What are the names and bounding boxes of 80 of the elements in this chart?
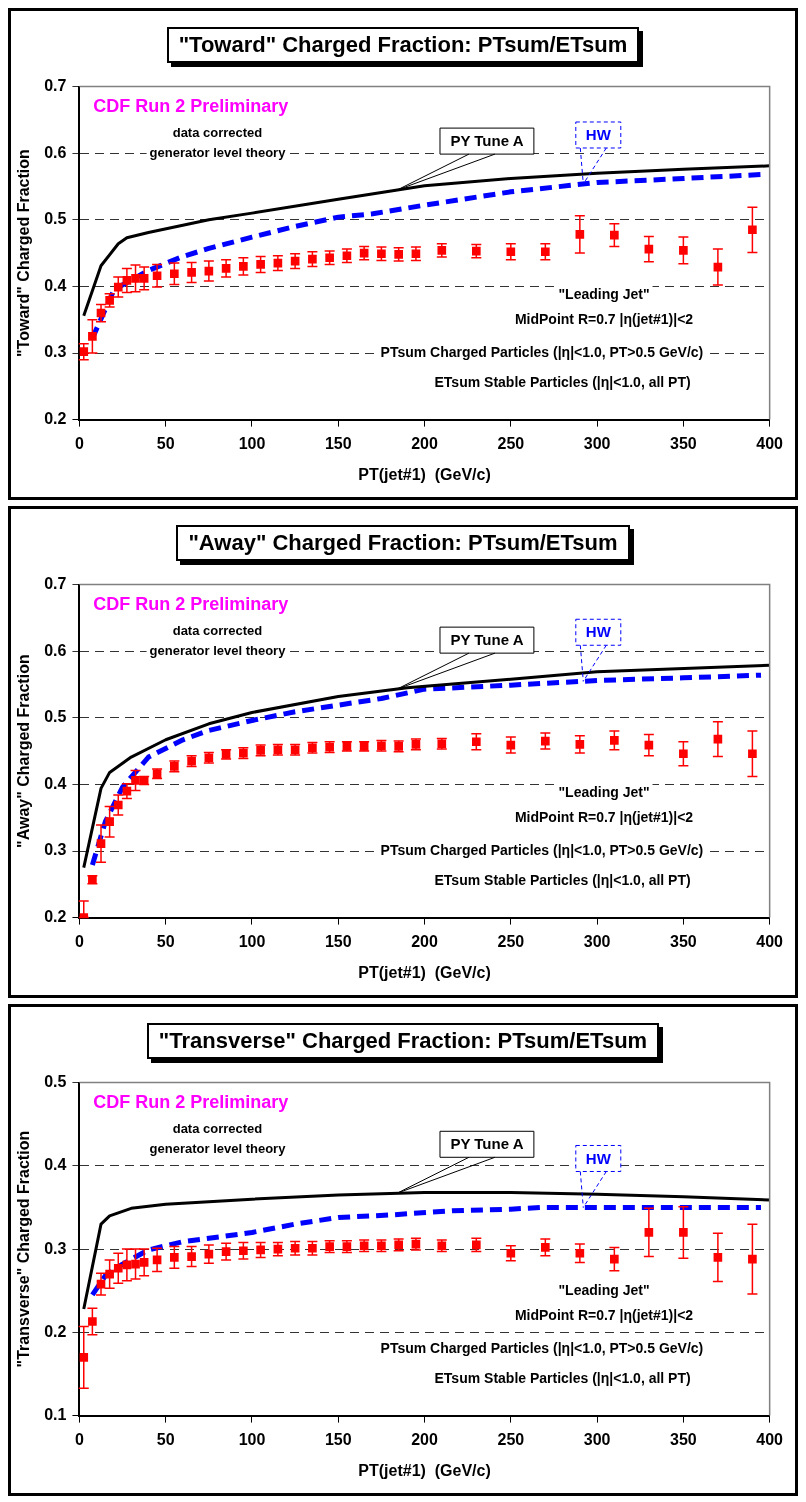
x-tick-label: 250: [497, 932, 525, 950]
x-tick-label: 50: [156, 932, 175, 950]
annotation: "Leading Jet": [558, 285, 650, 302]
annotation: MidPoint R=0.7 |η(jet#1)|<2: [514, 1306, 694, 1323]
x-tick-label: 0: [74, 434, 84, 452]
annotation: CDF Run 2 Preliminary: [93, 1091, 289, 1112]
y-tick-label: 0.2: [44, 908, 67, 926]
x-tick-label: 350: [670, 434, 697, 452]
x-tick-label: 50: [156, 434, 175, 452]
chart-title: "Away" Charged Fraction: PTsum/ETsum: [176, 525, 630, 561]
text: HW: [585, 623, 612, 641]
x-tick-label: 200: [411, 932, 438, 950]
text: HW: [585, 1149, 612, 1167]
annotation: PTsum Charged Particles (|η|<1.0, PT>0.5 GeV/c): [380, 1339, 704, 1356]
x-tick-label: 150: [324, 932, 352, 950]
y-tick-label: 0.6: [44, 641, 67, 659]
x-tick-label: 300: [583, 434, 611, 452]
y-tick-label: 0.6: [44, 143, 67, 161]
annotation: data corrected: [172, 1120, 263, 1136]
x-tick-label: 350: [670, 932, 697, 950]
annotation: generator level theory: [149, 642, 287, 658]
annotation: ETsum Stable Particles (|η|<1.0, all PT): [434, 1369, 691, 1386]
x-tick-label: 250: [497, 434, 525, 452]
annotation: PTsum Charged Particles (|η|<1.0, PT>0.5 GeV/c): [380, 841, 704, 858]
y-tick-label: 0.4: [44, 774, 67, 792]
y-tick-label: 0.3: [44, 841, 67, 859]
y-axis-title: "Transverse" Charged Fraction: [15, 1130, 33, 1368]
annotation: "Leading Jet": [558, 1281, 650, 1298]
x-tick-label: 400: [756, 1430, 784, 1448]
x-tick-label: 250: [497, 1430, 525, 1448]
x-tick-label: 0: [74, 1430, 84, 1448]
x-tick-label: 150: [324, 434, 352, 452]
x-tick-label: 100: [238, 434, 266, 452]
x-tick-label: 100: [238, 1430, 266, 1448]
y-axis-title: "Away" Charged Fraction: [15, 654, 33, 848]
x-tick-label: 200: [411, 434, 438, 452]
annotation: ETsum Stable Particles (|η|<1.0, all PT): [434, 373, 691, 390]
annotation: CDF Run 2 Preliminary: [93, 593, 289, 614]
text: HW: [585, 126, 612, 144]
annotation: CDF Run 2 Preliminary: [93, 95, 289, 116]
annotation: MidPoint R=0.7 |η(jet#1)|<2: [514, 310, 694, 327]
x-tick-label: 100: [238, 932, 266, 950]
series-label: PY Tune A: [450, 631, 524, 649]
y-axis-title: "Toward" Charged Fraction: [15, 149, 33, 357]
x-tick-label: 50: [156, 1430, 175, 1448]
annotation: PTsum Charged Particles (|η|<1.0, PT>0.5 GeV/c): [380, 343, 704, 360]
y-tick-label: 0.4: [44, 276, 67, 294]
x-tick-label: 400: [756, 932, 784, 950]
x-tick-label: 400: [756, 434, 784, 452]
x-axis-title: PT(jet#1) (GeV/c): [358, 963, 491, 981]
y-tick-label: 0.2: [44, 1322, 67, 1340]
y-tick-label: 0.3: [44, 1239, 67, 1257]
y-tick-label: 0.1: [44, 1406, 67, 1424]
annotation: data corrected: [172, 124, 263, 140]
chart-title: "Toward" Charged Fraction: PTsum/ETsum: [166, 27, 640, 63]
x-axis-title: PT(jet#1) (GeV/c): [358, 465, 491, 483]
annotation: data corrected: [172, 622, 263, 638]
annotation: generator level theory: [149, 144, 287, 160]
x-axis-title: PT(jet#1) (GeV/c): [358, 1461, 491, 1479]
x-tick-label: 200: [411, 1430, 438, 1448]
y-tick-label: 0.7: [44, 575, 67, 593]
y-tick-label: 0.3: [44, 343, 67, 361]
x-tick-label: 300: [583, 1430, 611, 1448]
x-tick-label: 150: [324, 1430, 352, 1448]
y-tick-label: 0.5: [44, 210, 67, 228]
annotation: "Leading Jet": [558, 783, 650, 800]
series-label: PY Tune A: [450, 132, 524, 150]
text: PY Tune A: [450, 1135, 524, 1153]
annotation: ETsum Stable Particles (|η|<1.0, all PT): [434, 871, 691, 888]
y-tick-label: 0.5: [44, 1073, 67, 1091]
y-tick-label: 0.7: [44, 77, 67, 95]
annotation: generator level theory: [149, 1140, 287, 1156]
y-tick-label: 0.2: [44, 410, 67, 428]
y-tick-label: 0.5: [44, 708, 67, 726]
chart-title: "Transverse" Charged Fraction: PTsum/ETsum: [146, 1023, 660, 1059]
y-tick-label: 0.4: [44, 1156, 67, 1174]
x-tick-label: 300: [583, 932, 611, 950]
x-tick-label: 350: [670, 1430, 697, 1448]
annotation: MidPoint R=0.7 |η(jet#1)|<2: [514, 808, 694, 825]
x-tick-label: 0: [74, 932, 84, 950]
